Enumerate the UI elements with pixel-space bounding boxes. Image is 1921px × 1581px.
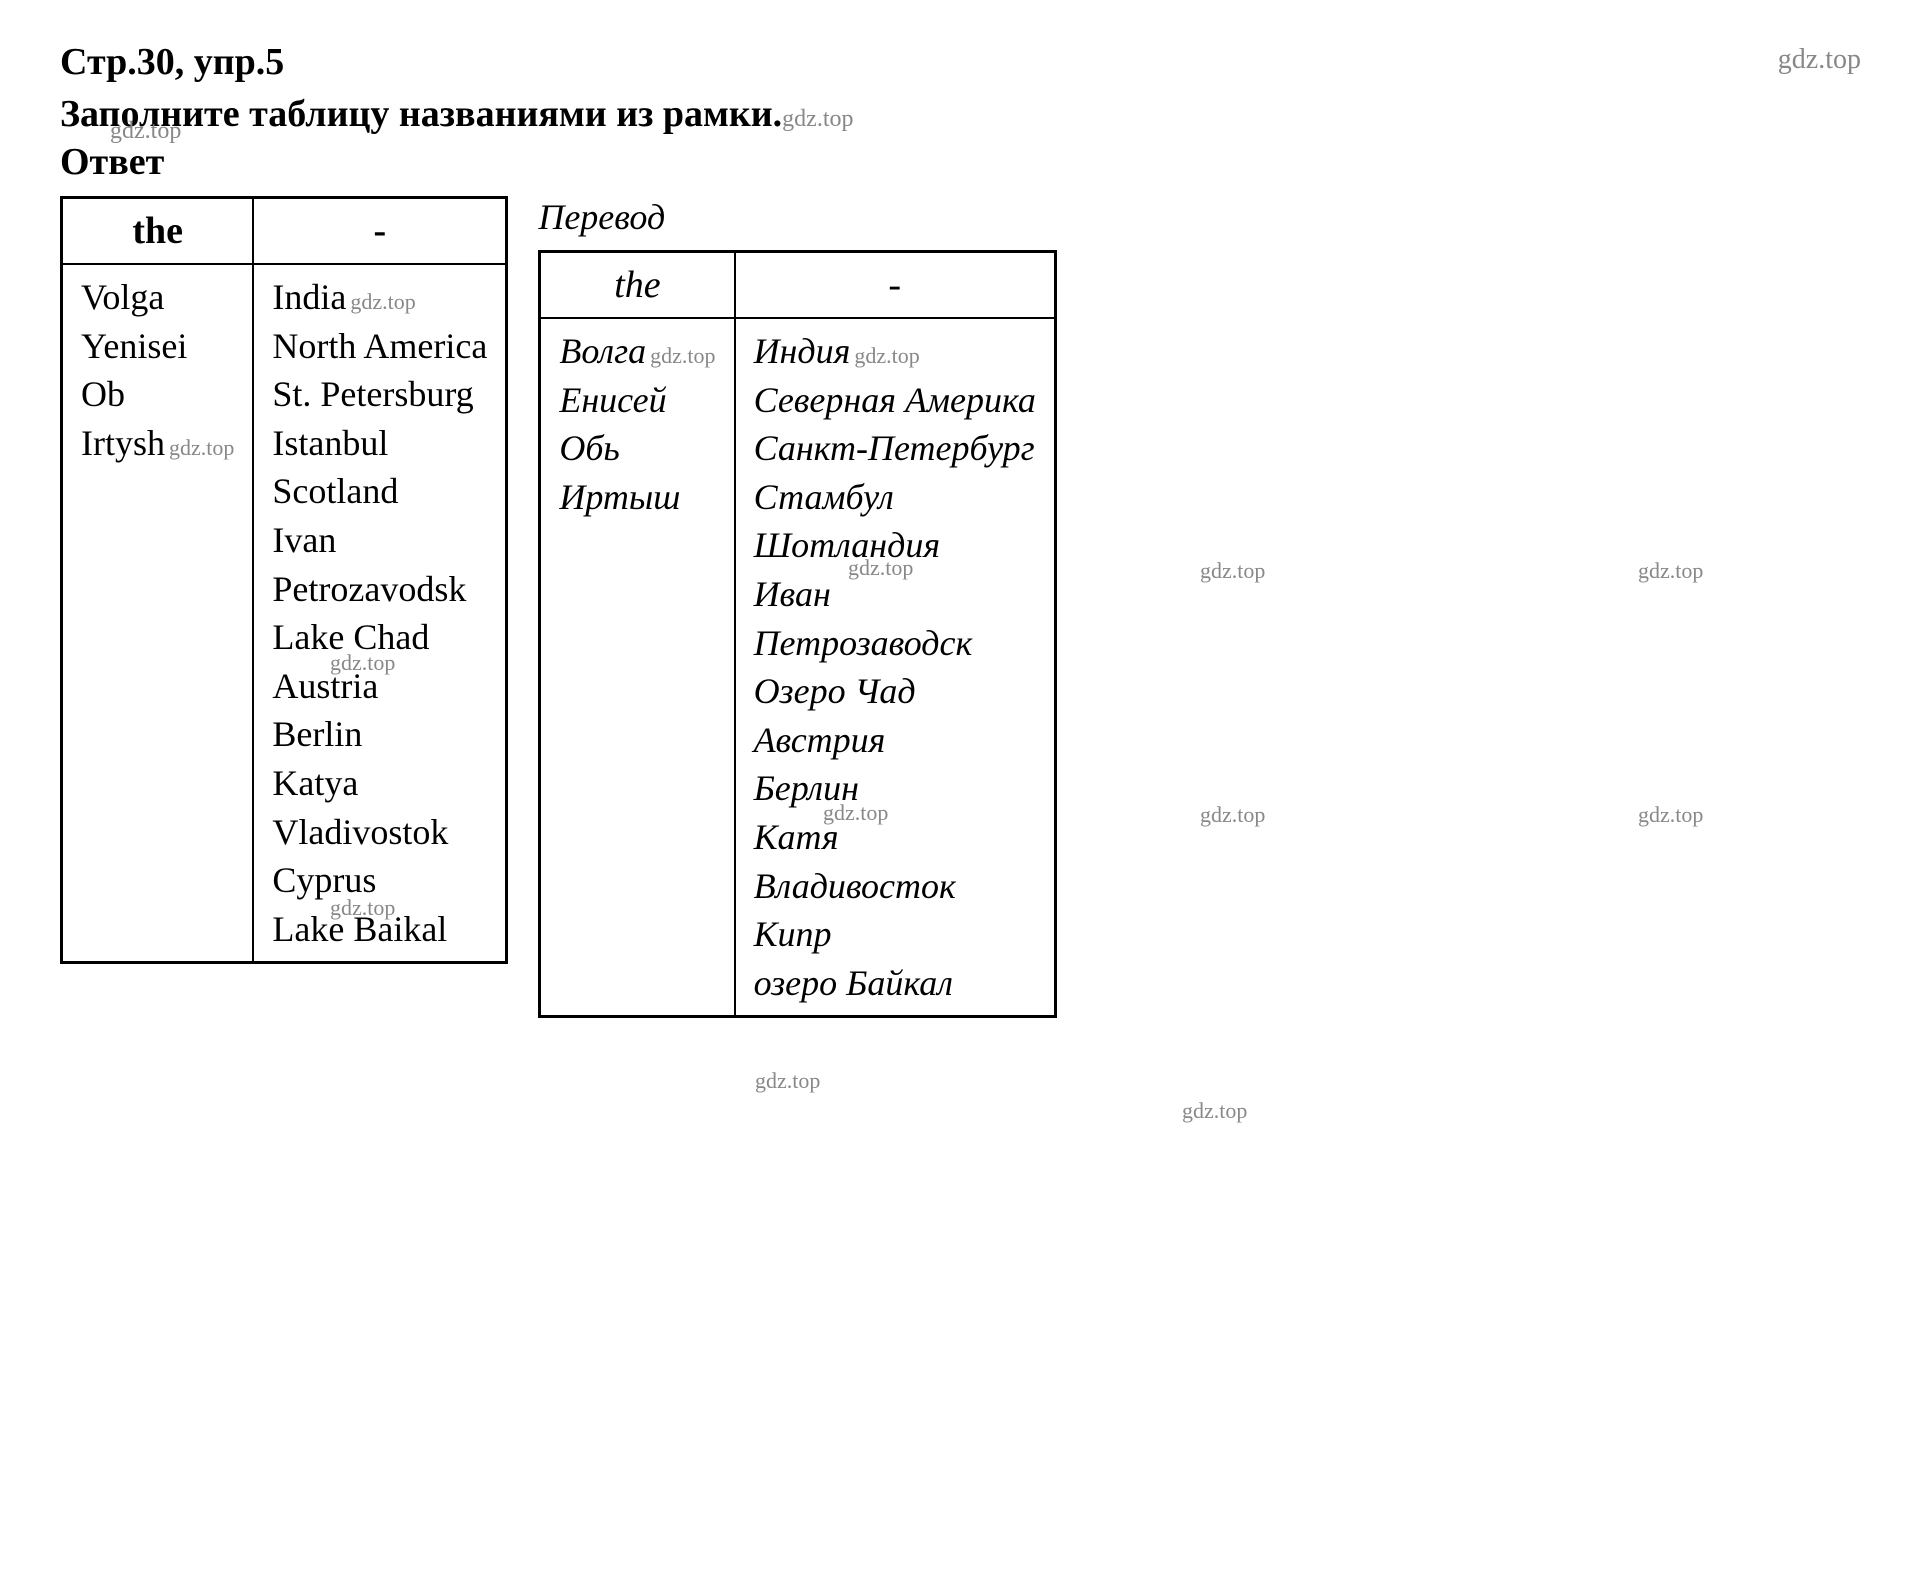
list-item: Катя bbox=[754, 813, 1036, 862]
watermark-floating: gdz.top bbox=[755, 1068, 820, 1094]
table-en: the - VolgaYeniseiObIrtyshgdz.top Indiag… bbox=[60, 196, 508, 964]
list-item: Иртыш bbox=[559, 473, 715, 522]
list-item: Istanbul bbox=[272, 419, 487, 468]
list-item: Волгаgdz.top bbox=[559, 327, 715, 376]
cell-the: VolgaYeniseiObIrtyshgdz.top bbox=[62, 264, 254, 963]
list-item: озеро Байкал bbox=[754, 959, 1036, 1008]
translation-label: Перевод bbox=[538, 196, 1057, 238]
header-row: Стр.30, упр.5 gdz.top bbox=[60, 40, 1861, 84]
list-item: Ob bbox=[81, 370, 234, 419]
list-item: Scotland bbox=[272, 467, 487, 516]
header-dash: - bbox=[253, 198, 506, 265]
list-item: Индияgdz.top bbox=[754, 327, 1036, 376]
table-row: Волгаgdz.topЕнисейОбьИртыш Индияgdz.topС… bbox=[540, 318, 1056, 1017]
list-item: Volga bbox=[81, 273, 234, 322]
translation-block: Перевод the - Волгаgdz.topЕнисейОбьИртыш… bbox=[538, 196, 1057, 1018]
list-item: Irtyshgdz.top bbox=[81, 419, 234, 468]
watermark-inline: gdz.top bbox=[650, 343, 715, 368]
list-item: Lake Chad bbox=[272, 613, 487, 662]
list-item: Иван bbox=[754, 570, 1036, 619]
list-item: North America bbox=[272, 322, 487, 371]
instruction: Заполните таблицу названиями из рамки.gd… bbox=[60, 92, 1861, 136]
list-item: Обь bbox=[559, 424, 715, 473]
cell-dash-ru: Индияgdz.topСеверная АмерикаСанкт-Петерб… bbox=[735, 318, 1056, 1017]
header-the: the bbox=[62, 198, 254, 265]
cell-dash: Indiagdz.topNorth AmericaSt. PetersburgI… bbox=[253, 264, 506, 963]
watermark-inline: gdz.top bbox=[169, 435, 234, 460]
list-item: Indiagdz.top bbox=[272, 273, 487, 322]
list-item: Енисей bbox=[559, 376, 715, 425]
list-item: Кипр bbox=[754, 910, 1036, 959]
list-item: Ivan bbox=[272, 516, 487, 565]
list-item: St. Petersburg bbox=[272, 370, 487, 419]
list-item: Lake Baikal bbox=[272, 905, 487, 954]
list-item: Петрозаводск bbox=[754, 619, 1036, 668]
list-item: Озеро Чад bbox=[754, 667, 1036, 716]
watermark-inline: gdz.top bbox=[854, 343, 919, 368]
header-dash-ru: - bbox=[735, 252, 1056, 319]
list-item: Vladivostok bbox=[272, 808, 487, 857]
answer-label: gdz.top Ответ bbox=[60, 140, 1861, 184]
answer-text: Ответ bbox=[60, 141, 164, 183]
list-item: Yenisei bbox=[81, 322, 234, 371]
table-ru: the - Волгаgdz.topЕнисейОбьИртыш Индияgd… bbox=[538, 250, 1057, 1018]
watermark-floating: gdz.top bbox=[1182, 1098, 1247, 1124]
list-item: Владивосток bbox=[754, 862, 1036, 911]
list-item: Австрия bbox=[754, 716, 1036, 765]
table-row: VolgaYeniseiObIrtyshgdz.top Indiagdz.top… bbox=[62, 264, 507, 963]
list-item: Berlin bbox=[272, 710, 487, 759]
page-title: Стр.30, упр.5 bbox=[60, 40, 284, 84]
list-item: Северная Америка bbox=[754, 376, 1036, 425]
watermark-header: gdz.top bbox=[1778, 44, 1861, 76]
watermark-inline: gdz.top bbox=[350, 289, 415, 314]
table-row: the - bbox=[540, 252, 1056, 319]
header-the-ru: the bbox=[540, 252, 735, 319]
list-item: Katya bbox=[272, 759, 487, 808]
watermark-inline: gdz.top bbox=[782, 106, 853, 132]
list-item: Шотландия bbox=[754, 521, 1036, 570]
list-item: Petrozavodsk bbox=[272, 565, 487, 614]
content-row: the - VolgaYeniseiObIrtyshgdz.top Indiag… bbox=[60, 196, 1861, 1018]
table-row: the - bbox=[62, 198, 507, 265]
list-item: Cyprus bbox=[272, 856, 487, 905]
list-item: Берлин bbox=[754, 764, 1036, 813]
watermark-answer: gdz.top bbox=[110, 118, 181, 145]
cell-the-ru: Волгаgdz.topЕнисейОбьИртыш bbox=[540, 318, 735, 1017]
table-en-wrap: the - VolgaYeniseiObIrtyshgdz.top Indiag… bbox=[60, 196, 508, 964]
list-item: Стамбул bbox=[754, 473, 1036, 522]
list-item: Санкт-Петербург bbox=[754, 424, 1036, 473]
list-item: Austria bbox=[272, 662, 487, 711]
